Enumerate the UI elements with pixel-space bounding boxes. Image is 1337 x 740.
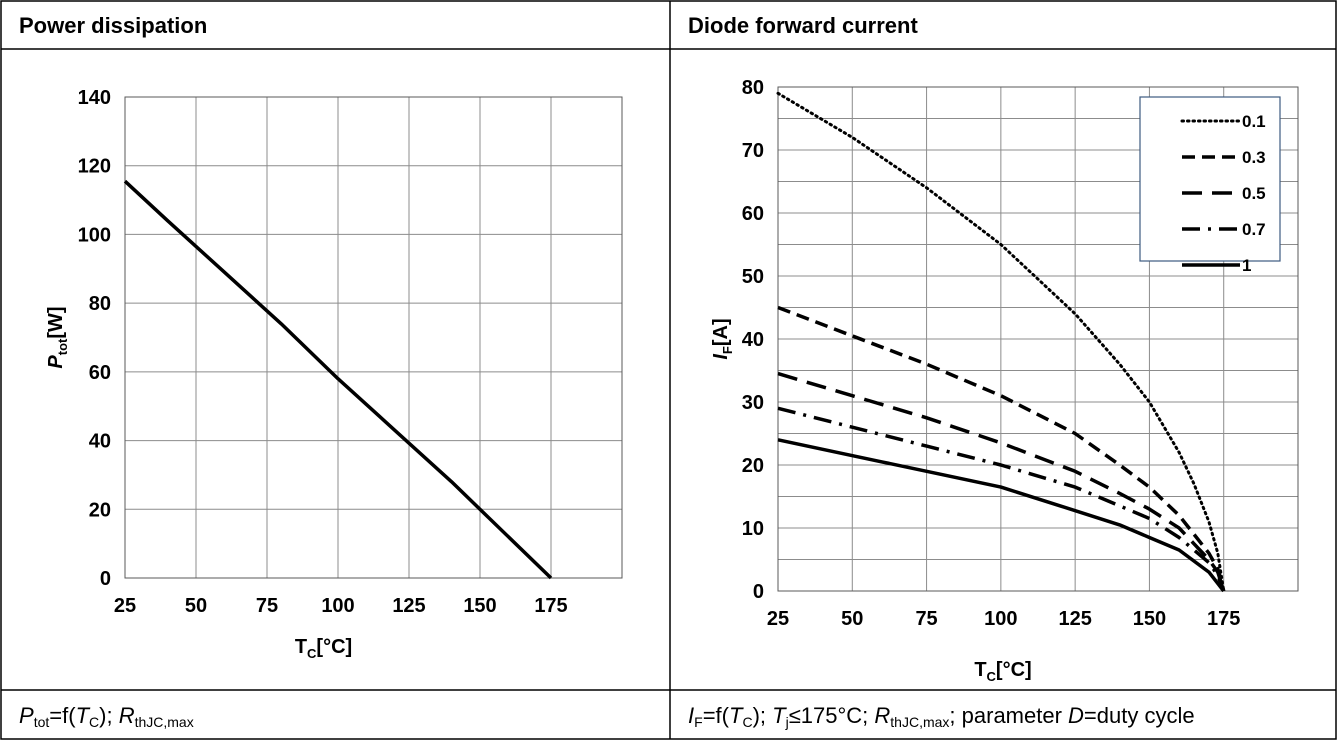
caption-sub: C: [89, 714, 100, 730]
y-tick-label: 70: [742, 140, 764, 162]
y-tick-label: 80: [742, 77, 764, 99]
y-tick-label: 30: [742, 392, 764, 414]
left-panel-caption: Ptot=f(TC); RthJC,max: [19, 703, 194, 729]
y-tick-label: 20: [742, 455, 764, 477]
right-panel-header: Diode forward current: [688, 13, 918, 38]
series-line-d-0_7: [777, 406, 1226, 592]
x-tick-label: 150: [1133, 608, 1166, 630]
plot-area-border: [777, 86, 1299, 592]
series-line-d-0_1: [776, 91, 1226, 593]
y-tick-label: 40: [89, 431, 111, 453]
caption-text: );: [752, 703, 773, 728]
y-tick-label: 20: [89, 499, 111, 521]
x-tick-label: 25: [114, 595, 136, 617]
caption-sub: tot: [33, 714, 50, 730]
y-axis-label-sub: tot: [55, 338, 70, 355]
y-axis-label-main: I: [710, 354, 732, 360]
caption-text: ; parameter: [949, 703, 1069, 728]
x-tick-label: 50: [185, 595, 207, 617]
x-tick-label: 50: [841, 608, 863, 630]
y-tick-label: 100: [78, 224, 111, 246]
legend-label: 0.7: [1242, 220, 1266, 239]
legend-label: 0.3: [1242, 148, 1266, 167]
y-tick-label: 120: [78, 156, 111, 178]
caption-var: T: [75, 703, 90, 728]
x-tick-label: 25: [767, 608, 789, 630]
caption-sub: C: [742, 714, 753, 730]
caption-text: =duty cycle: [1083, 703, 1195, 728]
x-tick-label: 125: [392, 595, 425, 617]
legend: 0.1 0.3 0.5 0.7 1: [1139, 96, 1281, 275]
series-line-d-0_5: [777, 371, 1226, 592]
caption-text: =f(: [702, 703, 729, 728]
legend-label: 1: [1242, 256, 1251, 275]
caption-text: );: [99, 703, 119, 728]
x-tick-label: 75: [915, 608, 937, 630]
right-panel-caption: IF=f(TC); Tj≤175°C; RthJC,max; parameter…: [688, 703, 1195, 729]
y-tick-label: 10: [742, 518, 764, 540]
x-axis-label-unit: [°C]: [316, 636, 352, 658]
x-tick-label: 175: [1207, 608, 1240, 630]
caption-sub: thJC,max: [890, 714, 950, 730]
legend-label: 0.1: [1242, 112, 1266, 131]
caption-var: R: [118, 703, 135, 728]
left-panel-header: Power dissipation: [19, 13, 208, 38]
y-tick-label: 60: [742, 203, 764, 225]
y-tick-label: 0: [100, 568, 111, 590]
y-axis-label-main: P: [45, 355, 67, 369]
caption-text: ≤175°C;: [788, 703, 875, 728]
caption-text: =f(: [49, 703, 76, 728]
x-axis-label: TC[°C]: [974, 659, 1031, 684]
y-tick-label: 0: [753, 581, 764, 603]
caption-sub: j: [785, 714, 789, 730]
plot-area-border: [124, 96, 623, 579]
legend-label: 0.5: [1242, 184, 1266, 203]
caption-var: P: [19, 703, 34, 728]
power-dissipation-chart: 25 50 75 100 125 150 175 0 20 40 60 80 100 120 140 TC[°…: [45, 87, 623, 661]
y-tick-label: 140: [78, 87, 111, 109]
y-tick-label: 50: [742, 266, 764, 288]
y-tick-label: 40: [742, 329, 764, 351]
x-tick-label: 125: [1058, 608, 1091, 630]
x-axis-label-unit: [°C]: [996, 659, 1032, 681]
y-axis-label-unit: [A]: [710, 318, 732, 346]
y-axis-label: Ptot[W]: [45, 306, 70, 368]
series-line-d-0_3: [777, 305, 1226, 592]
y-tick-label: 80: [89, 293, 111, 315]
caption-sub: thJC,max: [134, 714, 194, 730]
x-tick-label: 150: [463, 595, 496, 617]
x-tick-label: 100: [321, 595, 354, 617]
x-axis-label: TC[°C]: [295, 636, 352, 661]
x-axis-label-sub: C: [307, 646, 317, 661]
caption-var: D: [1068, 703, 1084, 728]
series-line-d-1: [777, 438, 1226, 593]
x-tick-label: 100: [984, 608, 1017, 630]
diode-forward-current-chart: 25 50 75 100 125 150 175 0 10 20 30 40 50 60 70 80 TC[°C…: [710, 77, 1299, 684]
x-tick-label: 175: [534, 595, 567, 617]
legend-box: [1139, 96, 1281, 262]
caption-var: T: [728, 703, 743, 728]
caption-var: R: [874, 703, 891, 728]
series-line-0: [123, 179, 553, 580]
caption-sub: F: [694, 714, 703, 730]
x-tick-label: 75: [256, 595, 278, 617]
y-tick-label: 60: [89, 362, 111, 384]
x-axis-label-main: T: [974, 659, 986, 681]
caption-var: I: [688, 703, 695, 728]
y-axis-label: IF[A]: [710, 318, 735, 359]
x-axis-label-main: T: [295, 636, 307, 658]
x-axis-label-sub: C: [987, 669, 997, 684]
y-axis-label-unit: [W]: [45, 306, 67, 338]
caption-var: T: [772, 703, 786, 728]
y-axis-label-sub: F: [720, 346, 735, 354]
